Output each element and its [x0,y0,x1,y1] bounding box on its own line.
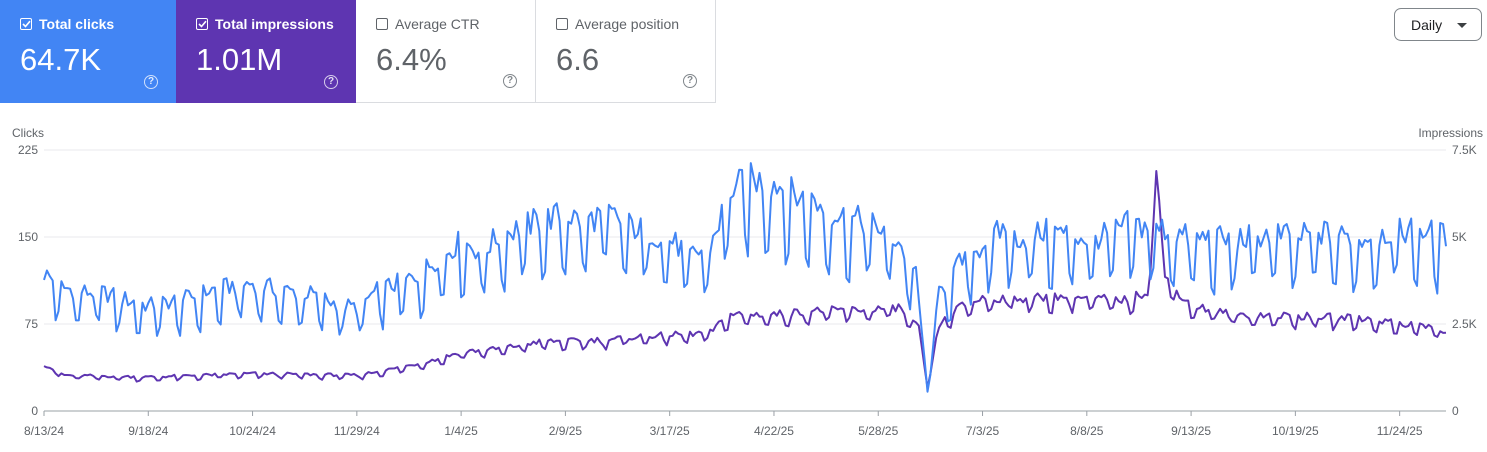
performance-chart: Clicks Impressions 0 75 150 225 0 2.5K 5K 7.5K… [12,126,1483,438]
help-icon[interactable]: ? [683,74,697,88]
average-ctr-header: Average CTR [376,16,480,32]
x-tick-label: 10/19/25 [1272,424,1319,438]
total-clicks-card[interactable]: Total clicks 64.7K ? [0,0,176,103]
impressions-series-line [43,170,1447,389]
right-axis-title: Impressions [1418,126,1483,140]
left-axis-title: Clicks [12,126,44,140]
y-right-tick-label: 0 [1452,404,1459,418]
y-left-tick-label: 150 [18,230,38,244]
x-tick-label: 11/24/25 [1377,424,1423,438]
x-tick-label: 9/13/25 [1171,424,1211,438]
total-clicks-label: Total clicks [39,16,115,32]
x-tick-label: 2/9/25 [549,424,583,438]
average-ctr-card[interactable]: Average CTR 6.4% ? [356,0,536,103]
help-icon[interactable]: ? [503,74,517,88]
total-impressions-label: Total impressions [215,16,334,32]
y-right-tick-label: 2.5K [1452,317,1477,331]
left-axis-ticks: 0 75 150 225 [18,143,38,418]
x-tick-label: 10/24/24 [229,424,276,438]
x-tick-label: 8/13/24 [24,424,64,438]
average-position-label: Average position [575,16,680,32]
help-icon[interactable]: ? [324,75,338,89]
x-axis-ticks: 8/13/24 9/18/24 10/24/24 11/29/24 1/4/25 2/9/… [24,411,1423,438]
average-position-card[interactable]: Average position 6.6 ? [536,0,716,103]
average-ctr-value: 6.4% [376,42,447,77]
total-impressions-header: Total impressions [196,16,334,32]
x-tick-label: 5/28/25 [858,424,898,438]
x-tick-label: 7/3/25 [966,424,1000,438]
total-clicks-value: 64.7K [20,42,102,77]
checkbox-unchecked-icon[interactable] [556,18,568,30]
x-tick-label: 11/29/24 [334,424,380,438]
x-tick-label: 8/8/25 [1070,424,1104,438]
y-left-tick-label: 225 [18,143,38,157]
y-left-tick-label: 75 [25,317,39,331]
chart-lines [43,162,1447,393]
average-position-value: 6.6 [556,42,600,77]
granularity-selected-label: Daily [1411,16,1443,33]
x-tick-label: 3/17/25 [650,424,690,438]
total-impressions-card[interactable]: Total impressions 1.01M ? [176,0,356,103]
y-left-tick-label: 0 [31,404,38,418]
clicks-series-line [43,162,1447,393]
total-clicks-header: Total clicks [20,16,114,32]
x-tick-label: 9/18/24 [128,424,168,438]
checkbox-checked-icon[interactable] [20,18,32,30]
total-impressions-value: 1.01M [196,42,283,77]
metric-cards: Total clicks 64.7K ? Total impressions 1… [0,0,716,103]
help-icon[interactable]: ? [144,75,158,89]
y-right-tick-label: 5K [1452,230,1467,244]
x-tick-label: 1/4/25 [444,424,478,438]
checkbox-checked-icon[interactable] [196,18,208,30]
checkbox-unchecked-icon[interactable] [376,18,388,30]
right-axis-ticks: 0 2.5K 5K 7.5K [1452,143,1477,418]
dropdown-arrow-icon [1457,23,1467,28]
average-position-header: Average position [556,16,679,32]
granularity-dropdown[interactable]: Daily [1394,8,1482,41]
average-ctr-label: Average CTR [395,16,480,32]
y-right-tick-label: 7.5K [1452,143,1477,157]
x-tick-label: 4/22/25 [754,424,794,438]
